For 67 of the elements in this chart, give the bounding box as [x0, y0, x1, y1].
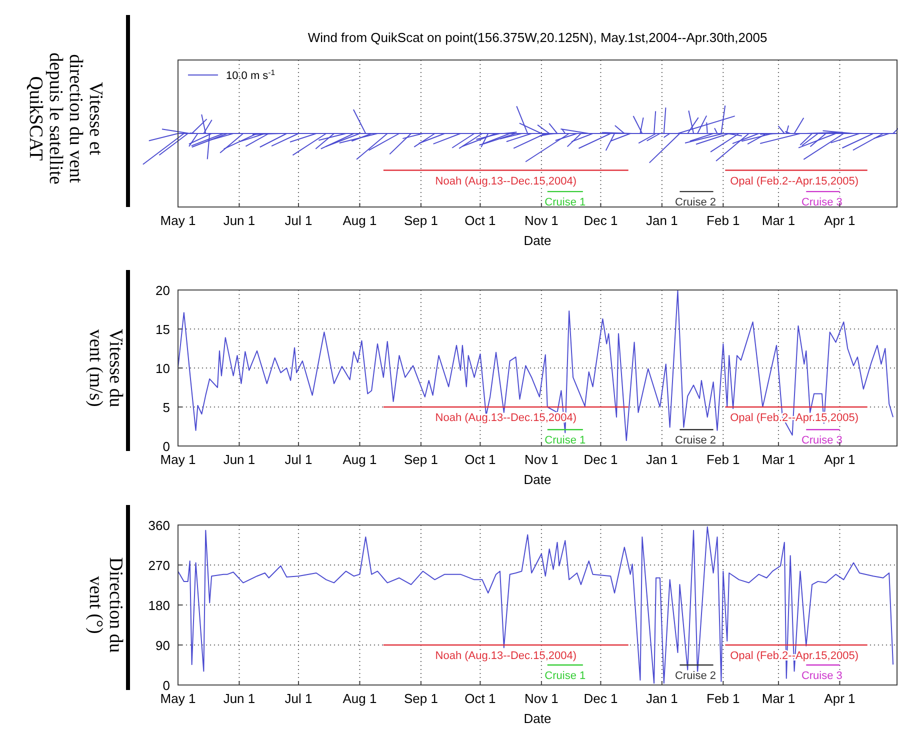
- x-tick-label: May 1: [160, 452, 196, 467]
- x-tick-label: Aug 1: [342, 691, 377, 706]
- x-tick-label: Dec 1: [584, 452, 618, 467]
- category-label: Mar 1: [762, 213, 796, 228]
- text: Wind from QuikScat on point(156.375W,20.125N), May.1st,2004--Apr.30th,2005: [308, 30, 768, 45]
- x-tick-label: Dec 1: [584, 691, 618, 706]
- x-axis-title: Date: [524, 472, 552, 487]
- y-tick-label: 360: [148, 518, 170, 533]
- y-tick-label: 270: [148, 558, 170, 573]
- text: Cruise 2: [675, 196, 716, 209]
- y-tick-label: 5: [162, 400, 170, 415]
- x-tick-label: Feb 1: [706, 452, 740, 467]
- annotation: Cruise 2: [675, 670, 716, 682]
- line-series: [178, 526, 894, 684]
- x-tick-label: Feb 1: [706, 691, 740, 706]
- x-tick-label: Jun 1: [223, 691, 256, 706]
- y-axis-title: Direction du vent (°): [85, 557, 126, 654]
- y-tick-label: 20: [156, 283, 170, 298]
- x-tick-label: Jan 1: [646, 691, 678, 706]
- x-tick-label: Nov 1: [524, 452, 558, 467]
- annotation: Noah (Aug.13--Dec.15,2004): [435, 650, 577, 662]
- annotation: Cruise 3: [801, 670, 842, 682]
- text: Date: [524, 233, 552, 248]
- x-tick-label: Jul 1: [284, 691, 312, 706]
- y-tick-label: 10: [156, 361, 170, 376]
- annotation: Cruise 1: [544, 434, 586, 447]
- y-tick-label: 180: [148, 598, 170, 613]
- y-tick-label: 90: [156, 638, 170, 653]
- x-tick-label: Sep 1: [404, 452, 438, 467]
- y-tick-label: 0: [162, 439, 170, 454]
- x-tick-label: Oct 1: [464, 691, 496, 706]
- category-label: Dec 1: [584, 213, 618, 228]
- annotation: Cruise 3: [801, 434, 842, 447]
- text: Cruise 1: [544, 196, 586, 209]
- x-tick-label: Mar 1: [762, 452, 796, 467]
- x-tick-label: Sep 1: [404, 691, 438, 706]
- text: Opal (Feb.2--Apr.15,2005): [730, 175, 858, 188]
- category-label: Jun 1: [223, 213, 256, 228]
- category-label: Feb 1: [706, 213, 740, 228]
- x-tick-label: Mar 1: [762, 691, 796, 706]
- y-axis-title: Vitesse du vent (m/s): [85, 328, 126, 408]
- x-axis-title: Date: [524, 711, 552, 726]
- x-tick-label: May 1: [160, 691, 196, 706]
- x-tick-label: Apr 1: [824, 691, 856, 706]
- y-tick-label: 15: [156, 322, 170, 337]
- category-label: Apr 1: [824, 213, 856, 228]
- category-label: Jul 1: [284, 213, 312, 228]
- category-label: Jan 1: [646, 213, 678, 228]
- annotation: Cruise 2: [675, 434, 716, 447]
- category-label: Aug 1: [342, 213, 377, 228]
- text: Cruise 3: [801, 196, 842, 209]
- x-tick-label: Nov 1: [524, 691, 558, 706]
- text: Noah (Aug.13--Dec.15,2004): [435, 175, 577, 188]
- category-label: Nov 1: [524, 213, 558, 228]
- annotation: Cruise 1: [544, 670, 586, 682]
- category-label: Sep 1: [404, 213, 438, 228]
- x-tick-label: Jun 1: [223, 452, 256, 467]
- category-label: May 1: [160, 213, 196, 228]
- x-tick-label: Aug 1: [342, 452, 377, 467]
- text: 10.0 m s$^{-1}$: [226, 68, 276, 82]
- y-tick-label: 0: [162, 678, 170, 693]
- x-tick-label: Apr 1: [824, 452, 856, 467]
- x-tick-label: Oct 1: [464, 452, 496, 467]
- x-tick-label: Jan 1: [646, 452, 678, 467]
- x-tick-label: Jul 1: [284, 452, 312, 467]
- text: Vitesse et direction du vent depuis le satellite QuikSCAT: [25, 52, 106, 184]
- category-label: Oct 1: [464, 213, 496, 228]
